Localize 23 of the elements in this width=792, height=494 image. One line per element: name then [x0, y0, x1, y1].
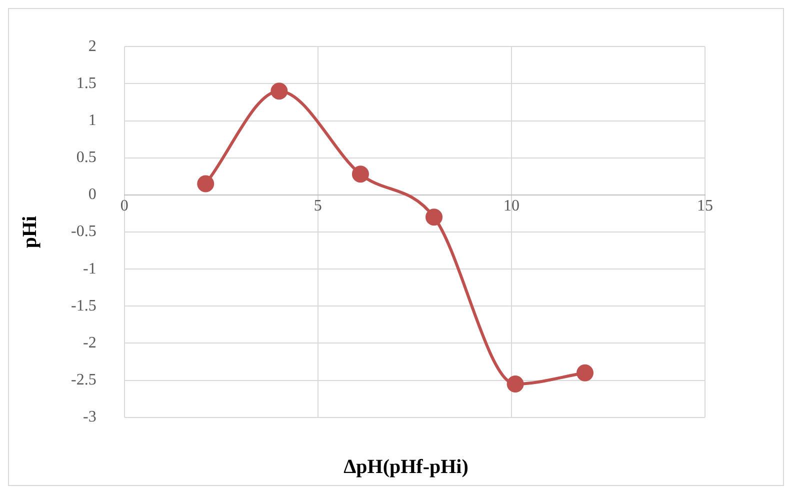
y-tick-label: -2	[83, 334, 96, 352]
y-tick-label: -1.5	[71, 297, 96, 314]
y-tick-label: 2	[88, 38, 96, 55]
y-tick-label: 1	[88, 112, 96, 129]
x-tick-label: 10	[503, 198, 520, 215]
point	[426, 208, 443, 226]
point	[270, 82, 288, 100]
point	[576, 364, 594, 382]
point	[506, 376, 524, 393]
y-tick-label: 0.5	[76, 149, 96, 166]
x-tick-label: 0	[120, 198, 128, 215]
y-axis-title: pHi	[19, 215, 42, 248]
y-tick-label: -3	[83, 408, 96, 426]
y-tick-label: -1	[83, 260, 96, 278]
y-tick-label: -2.5	[71, 372, 96, 389]
y-tick-label: 0	[88, 186, 96, 204]
x-axis-title: ΔpH(pHf-pHi)	[342, 456, 470, 479]
point	[197, 175, 214, 192]
x-tick-label: 15	[697, 198, 713, 215]
y-tick-label: -0.5	[71, 223, 96, 240]
y-tick-label: 1.5	[76, 74, 96, 92]
x-tick-label: 5	[314, 198, 322, 215]
point	[352, 166, 369, 183]
